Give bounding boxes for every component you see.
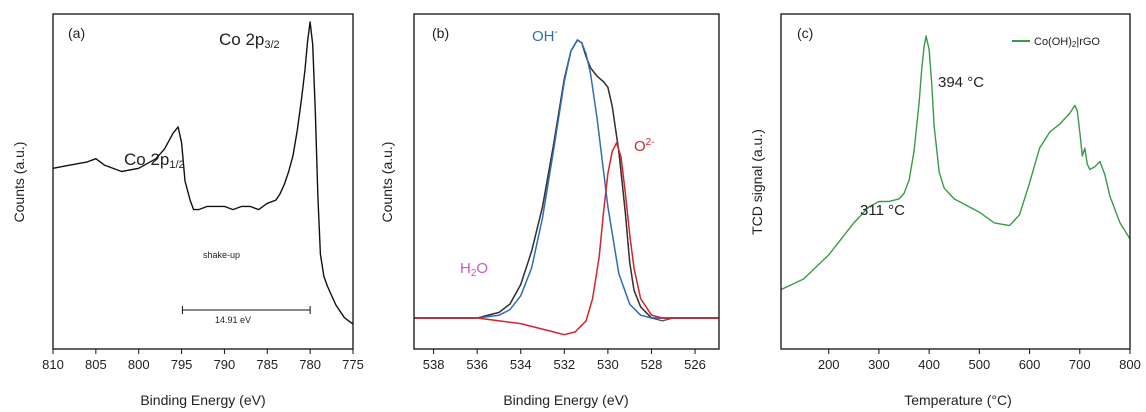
panel-a-series-0-line bbox=[52, 21, 354, 325]
panel-a-frame bbox=[52, 13, 354, 350]
panel-c-x-tick-label: 300 bbox=[868, 357, 890, 372]
panel-c-series-0-line bbox=[780, 35, 1131, 291]
panel-b-x-tick-label: 532 bbox=[553, 357, 575, 372]
panel-c-series bbox=[780, 35, 1131, 291]
panel-b-series bbox=[414, 39, 719, 336]
panel-b-y-axis-label: Counts (a.u.) bbox=[379, 142, 395, 223]
panel-a-peak-label-2p32: Co 2p3/2 bbox=[219, 30, 280, 51]
panel-a-label: (a) bbox=[68, 25, 85, 41]
panel-a-peak-label-2p12: Co 2p1/2 bbox=[124, 150, 185, 171]
panel-b-oh-label: OH- bbox=[532, 27, 558, 45]
panel-c-x-ticks: 200 300 400 500 600 700 800 bbox=[818, 349, 1141, 372]
panel-b-x-tick-label: 534 bbox=[510, 357, 532, 372]
panel-a-series bbox=[52, 21, 354, 325]
panel-a-bracket-label: 14.91 eV bbox=[215, 315, 251, 325]
panel-b: 538 536 534 532 530 528 526 (b) OH- O2- H2O Co… bbox=[379, 13, 720, 408]
panel-b-o2-label-text: O bbox=[634, 138, 646, 155]
panel-b-series-oh-line bbox=[414, 39, 719, 319]
panel-a-peak-label-2p12-sub: 1/2 bbox=[169, 159, 184, 171]
panel-b-oh-label-sup: - bbox=[555, 27, 558, 38]
panel-a-x-tick-label: 795 bbox=[171, 357, 193, 372]
panel-c-peak-311: 311 °C bbox=[860, 202, 905, 219]
panel-b-h2o-label-text: H bbox=[460, 260, 471, 277]
panel-c-legend: Co(OH)2|rGO bbox=[1012, 36, 1100, 49]
panel-c-peak-394: 394 °C bbox=[938, 74, 984, 91]
panel-b-label: (b) bbox=[432, 25, 449, 41]
panel-b-h2o-label-sub: 2 bbox=[471, 268, 477, 279]
panel-c-x-tick-label: 400 bbox=[918, 357, 940, 372]
panel-a-x-tick-label: 800 bbox=[128, 357, 150, 372]
panel-a-x-tick-label: 785 bbox=[256, 357, 278, 372]
panel-b-frame bbox=[413, 13, 720, 350]
panel-b-o2-label-sup: 2- bbox=[646, 137, 655, 148]
panel-b-h2o-label: H2O bbox=[460, 260, 488, 279]
panel-b-x-tick-label: 530 bbox=[597, 357, 619, 372]
panel-c-legend-label: Co(OH)2|rGO bbox=[1034, 36, 1100, 49]
panel-c-label: (c) bbox=[797, 25, 813, 41]
panel-c-x-axis-label: Temperature (°C) bbox=[904, 392, 1012, 408]
panel-c-x-tick-label: 700 bbox=[1069, 357, 1091, 372]
panel-a-x-ticks: 810 805 800 795 790 785 780 775 bbox=[42, 349, 364, 372]
panel-a-x-tick-label: 780 bbox=[299, 357, 321, 372]
panel-a-peak-label-2p32-main: Co 2p bbox=[219, 30, 264, 49]
panel-c-legend-label-main: Co(OH) bbox=[1034, 36, 1072, 48]
panel-a-x-axis-label: Binding Energy (eV) bbox=[140, 392, 265, 408]
panel-b-x-ticks: 538 536 534 532 530 528 526 bbox=[423, 349, 706, 372]
panel-a-y-axis-label: Counts (a.u.) bbox=[11, 142, 27, 223]
panel-c-legend-label-tail: |rGO bbox=[1076, 36, 1100, 48]
panel-a-shakeup-label: shake-up bbox=[203, 250, 240, 260]
panel-a-peak-label-2p12-main: Co 2p bbox=[124, 150, 169, 169]
panel-c-legend-label-sub: 2 bbox=[1072, 40, 1077, 49]
panel-c-y-axis-label: TCD signal (a.u.) bbox=[749, 129, 765, 235]
panel-b-series-o2-line bbox=[414, 142, 719, 336]
panel-a-bracket bbox=[181, 306, 311, 314]
panel-c-frame bbox=[780, 13, 1131, 350]
panel-c-x-tick-label: 200 bbox=[818, 357, 840, 372]
panel-c: 200 300 400 500 600 700 800 (c) Co(OH)2|rGO 39… bbox=[749, 13, 1141, 408]
panel-c-x-tick-label: 600 bbox=[1019, 357, 1041, 372]
panel-a-x-tick-label: 775 bbox=[342, 357, 364, 372]
panel-c-x-tick-label: 500 bbox=[969, 357, 991, 372]
panel-c-x-tick-label: 800 bbox=[1119, 357, 1141, 372]
panel-a-peak-label-2p32-sub: 3/2 bbox=[264, 39, 279, 51]
panel-b-x-tick-label: 538 bbox=[423, 357, 445, 372]
panel-b-h2o-label-tail: O bbox=[476, 260, 488, 277]
panel-b-x-tick-label: 526 bbox=[684, 357, 706, 372]
panel-b-x-tick-label: 528 bbox=[641, 357, 663, 372]
panel-a-x-tick-label: 790 bbox=[214, 357, 236, 372]
panel-b-o2-label: O2- bbox=[634, 137, 655, 155]
panel-b-x-axis-label: Binding Energy (eV) bbox=[503, 392, 628, 408]
panel-b-x-tick-label: 536 bbox=[466, 357, 488, 372]
panel-a-x-tick-label: 810 bbox=[42, 357, 64, 372]
panel-b-series-data-line bbox=[414, 39, 719, 322]
panel-a-x-tick-label: 805 bbox=[85, 357, 107, 372]
panel-a: 810 805 800 795 790 785 780 775 (a) Co 2p1/2 Co… bbox=[11, 13, 364, 408]
panel-b-oh-label-text: OH bbox=[532, 28, 555, 45]
